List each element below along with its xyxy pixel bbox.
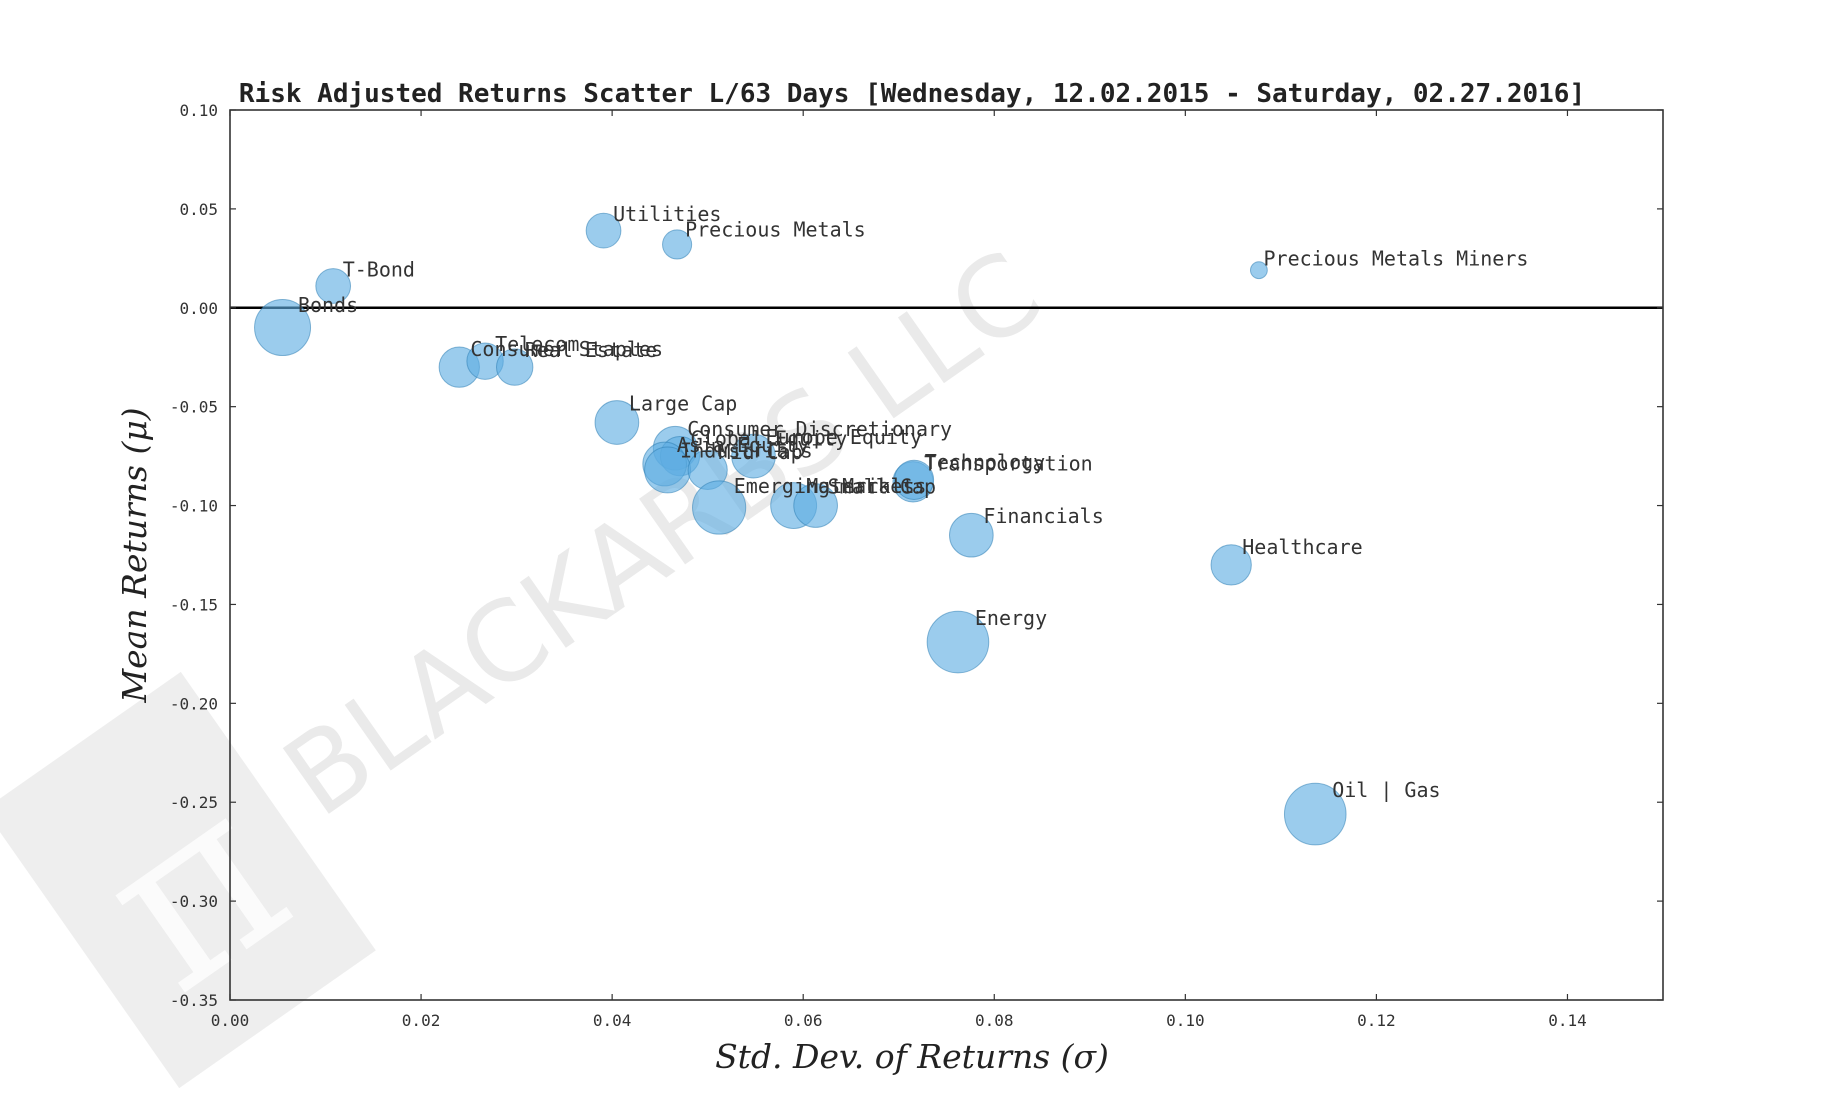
data-point-2 <box>585 212 622 249</box>
point-label-2: Utilities <box>613 202 721 226</box>
watermark-text-graphic: BLACKARBS LLC <box>261 227 1063 842</box>
point-label-15: Emerging Markets <box>734 474 927 498</box>
point-label-19: Technology <box>925 450 1045 474</box>
point-label-21: Healthcare <box>1242 535 1362 559</box>
point-label-17: Small Cap <box>828 475 936 499</box>
y-tick-label-3: -0.05 <box>170 398 218 417</box>
data-point-20 <box>948 512 994 558</box>
x-tick-label-6: 0.12 <box>1357 1011 1396 1030</box>
y-tick-label-5: -0.15 <box>170 595 218 614</box>
y-tick-label-9: -0.35 <box>170 991 218 1010</box>
point-label-23: Oil | Gas <box>1332 778 1440 802</box>
point-label-13: Industrials <box>680 438 812 462</box>
point-label-6: Telecom <box>495 332 579 356</box>
data-point-22 <box>926 610 990 674</box>
point-label-4: Precious Metals Miners <box>1264 247 1529 271</box>
data-point-1 <box>315 268 352 304</box>
chart-title: Risk Adjusted Returns Scatter L/63 Days … <box>239 79 1585 109</box>
y-tick-label-8: -0.30 <box>170 892 218 911</box>
point-label-3: Precious Metals <box>685 217 866 241</box>
point-label-16: Materials <box>806 474 914 498</box>
point-label-14: Mid Cap <box>718 440 802 464</box>
data-point-21 <box>1210 544 1252 586</box>
y-tick-label-1: 0.05 <box>179 200 218 219</box>
x-tick-label-0: 0.00 <box>211 1011 250 1030</box>
y-tick-label-6: -0.20 <box>170 694 218 713</box>
data-point-23 <box>1283 782 1347 846</box>
point-label-20: Financials <box>983 504 1103 528</box>
plot-frame <box>229 109 1664 1001</box>
y-tick-label-0: 0.10 <box>179 101 218 120</box>
x-tick-label-3: 0.06 <box>784 1011 823 1030</box>
data-point-0 <box>254 299 312 357</box>
point-label-9: Consumer Discretionary <box>687 417 952 441</box>
data-point-8 <box>594 400 640 445</box>
data-point-4 <box>1249 261 1268 280</box>
point-label-12: Asia Equity <box>677 433 809 457</box>
y-tick-label-4: -0.10 <box>170 497 218 516</box>
point-label-11: Europe Equity <box>766 425 923 449</box>
y-tick-label-7: -0.25 <box>170 793 218 812</box>
x-tick-label-4: 0.08 <box>975 1011 1014 1030</box>
data-point-3 <box>662 229 693 260</box>
data-point-11 <box>731 433 776 479</box>
y-axis-title: Mean Returns (μ) <box>115 407 154 703</box>
point-label-18: Transportation <box>924 452 1093 476</box>
x-tick-label-5: 0.10 <box>1166 1011 1205 1030</box>
data-point-19 <box>893 459 935 500</box>
data-point-17 <box>793 483 838 528</box>
point-label-1: T-Bond <box>343 257 415 281</box>
y-tick-label-2: 0.00 <box>179 299 218 318</box>
x-tick-label-1: 0.02 <box>402 1011 441 1030</box>
point-label-22: Energy <box>975 606 1047 630</box>
x-axis-title: Std. Dev. of Returns (σ) <box>715 1037 1109 1076</box>
point-label-0: Bonds <box>298 293 358 317</box>
point-label-10: Global Equity <box>691 426 848 450</box>
point-label-7: Real Estate <box>525 338 657 362</box>
data-point-15 <box>692 480 747 535</box>
point-label-8: Large Cap <box>629 391 737 415</box>
x-tick-label-2: 0.04 <box>593 1011 632 1030</box>
data-point-7 <box>495 348 534 386</box>
point-label-5: Consumer Staples <box>470 337 663 361</box>
x-tick-label-7: 0.14 <box>1548 1011 1587 1030</box>
